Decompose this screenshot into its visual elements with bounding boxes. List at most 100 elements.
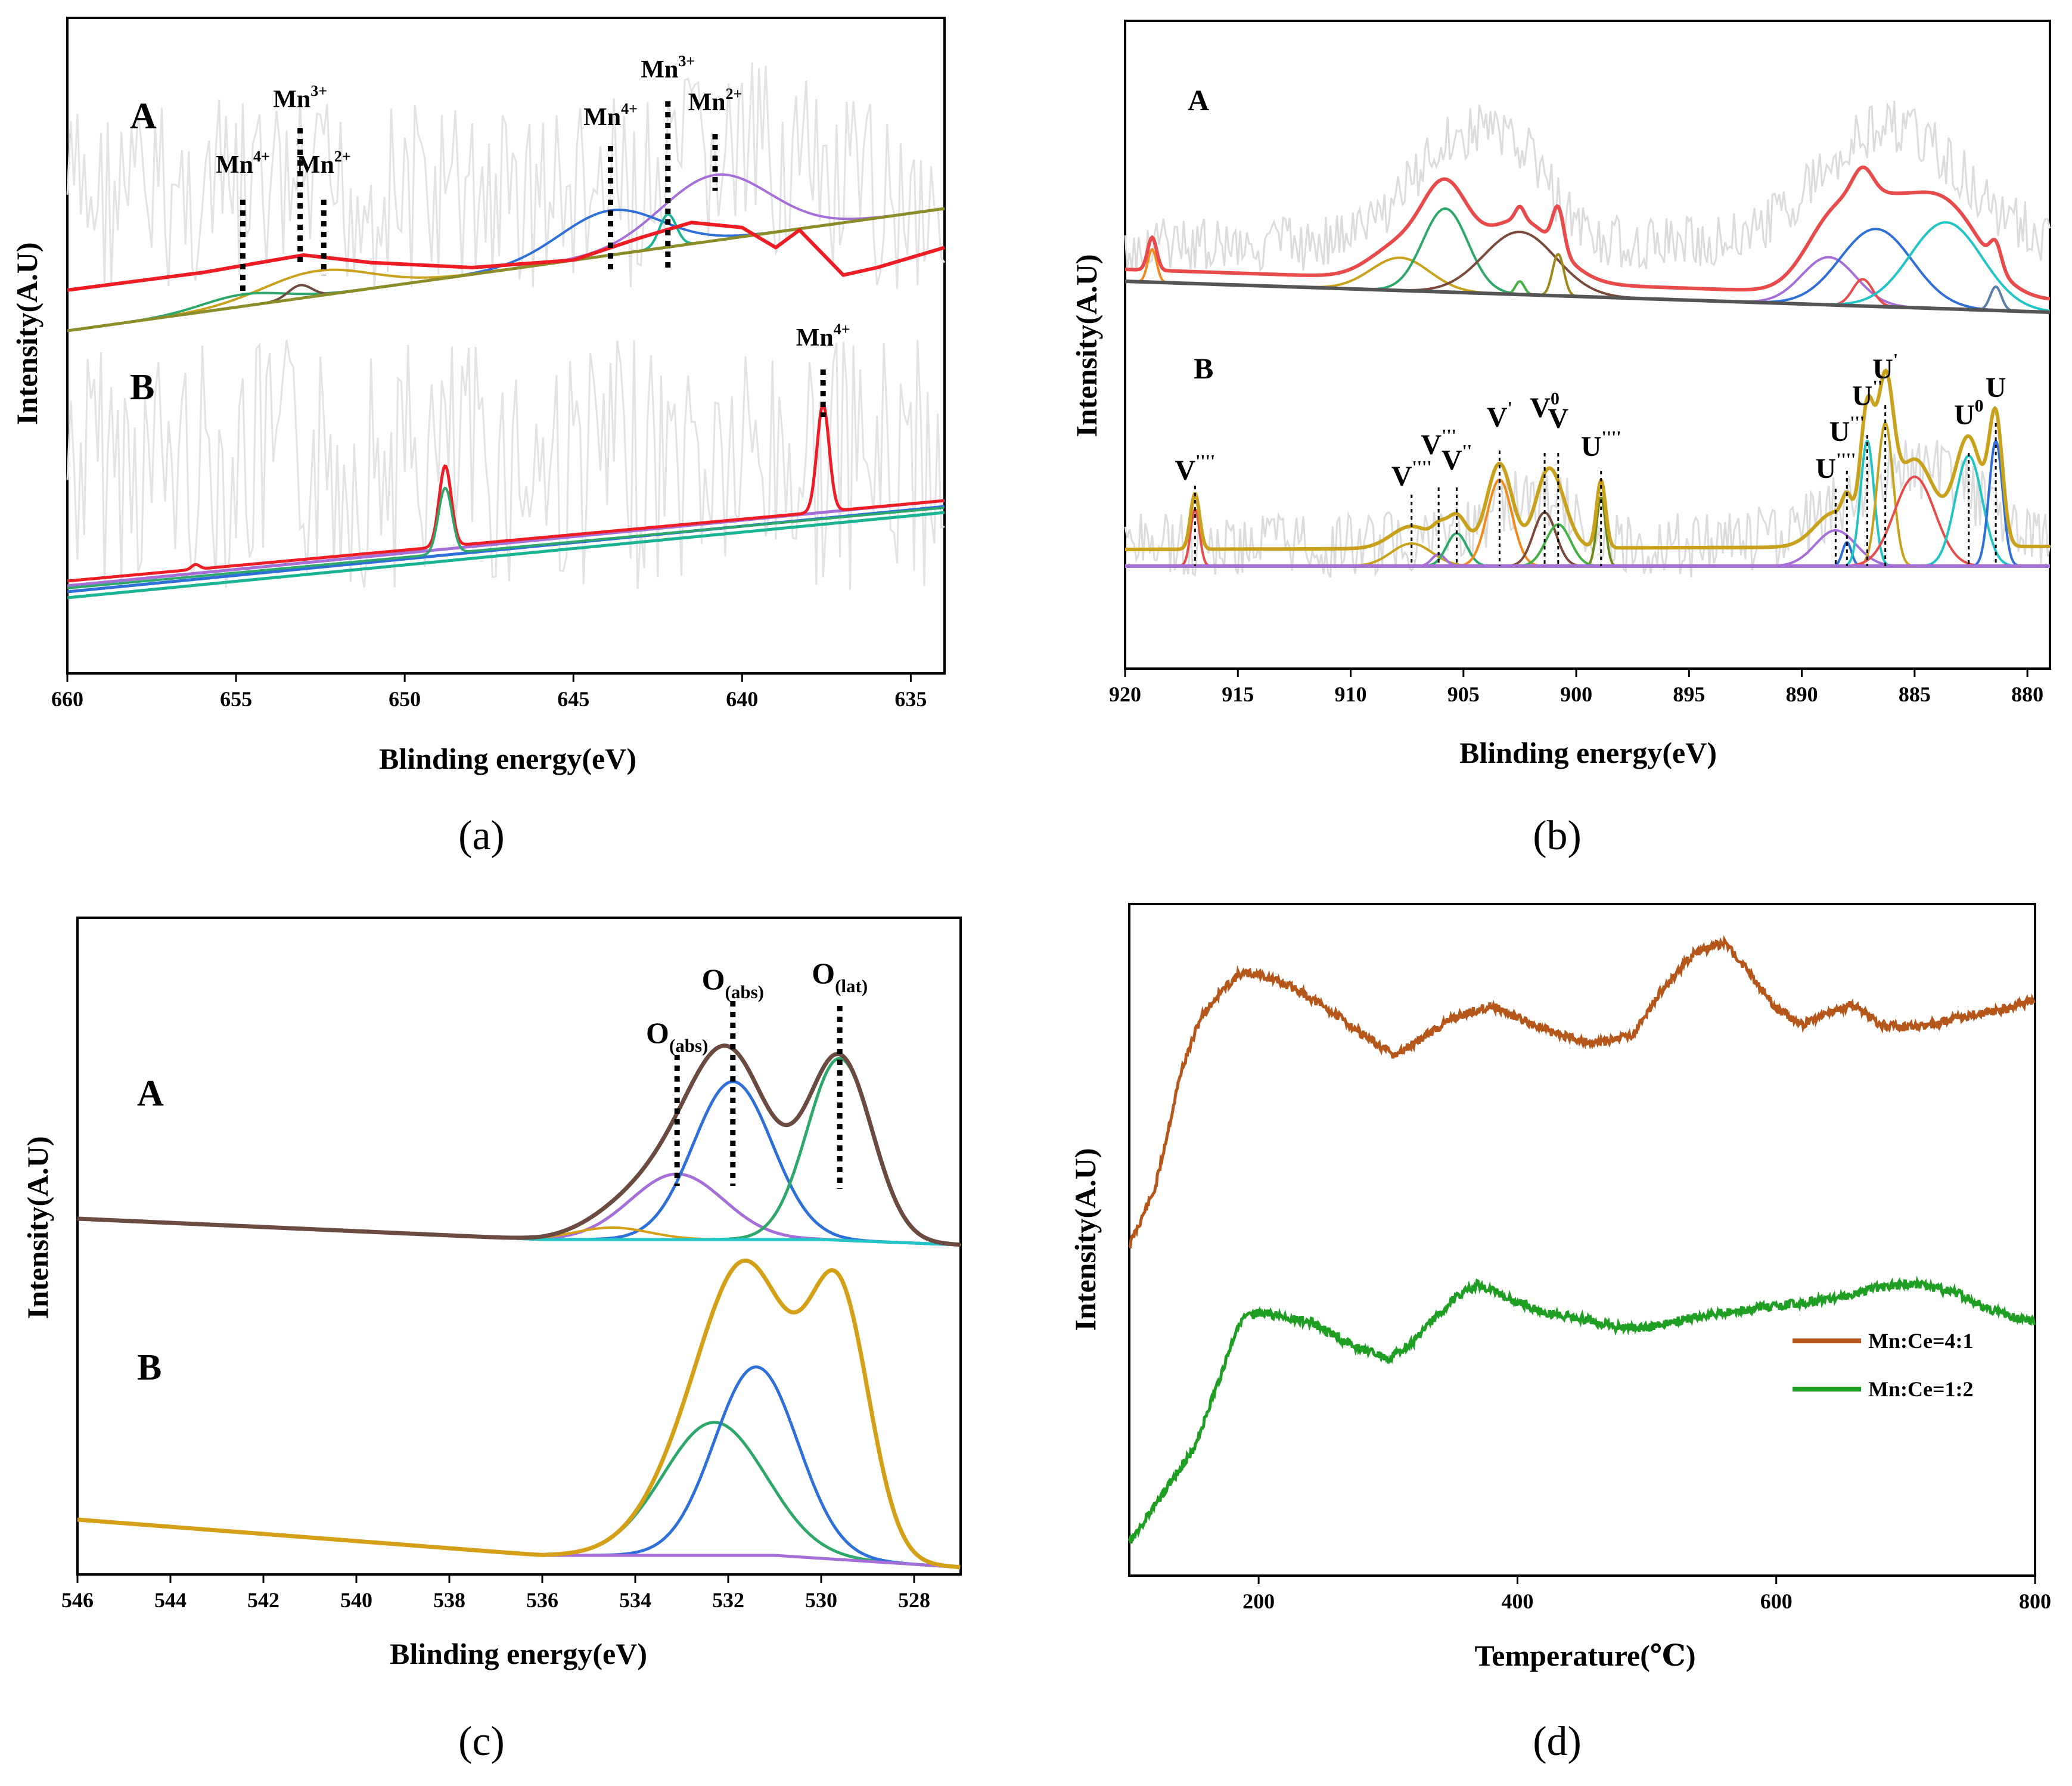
panel-b-A-fit-8 bbox=[1124, 228, 2051, 313]
panel-b-ann-label-7-sup: '''' bbox=[1602, 427, 1621, 447]
panel-b-ann-label-12-base: U bbox=[1954, 399, 1975, 431]
panel-c-xtick-label-0: 546 bbox=[61, 1588, 94, 1612]
panel-c-ann-label-2-base: O bbox=[812, 956, 835, 990]
panel-c-xtick-label-1: 544 bbox=[154, 1588, 187, 1612]
panel-b-ann-label-7: U'''' bbox=[1581, 427, 1621, 462]
panel-d-xtick-label-3: 800 bbox=[2019, 1589, 2051, 1613]
panel-b-ann-label-8-sup: '''' bbox=[1836, 449, 1856, 469]
panel-c-spectrum-A: A bbox=[137, 1073, 164, 1114]
panel-b-xtick-label-3: 905 bbox=[1447, 682, 1480, 706]
panel-a-baseline-A bbox=[67, 207, 945, 333]
panel-b-ann-label-1-base: V bbox=[1391, 461, 1412, 492]
panel-b-ann-label-3-sup: '' bbox=[1462, 441, 1473, 461]
panel-c-xtick-label-7: 532 bbox=[712, 1588, 744, 1612]
panel-b-A-baseline bbox=[1124, 279, 2051, 314]
panel-b-ann-label-2-sup: ''' bbox=[1442, 425, 1456, 445]
panel-b-ticks: 920 915 910 905 900 895 890 885 880 bbox=[1109, 669, 2043, 706]
panel-b-xtick-label-8: 880 bbox=[2011, 682, 2043, 706]
caption-a: (a) bbox=[458, 813, 505, 859]
panel-a-xlabel: Blinding energy(eV) bbox=[379, 742, 636, 775]
panel-b-ann-label-12-sup: 0 bbox=[1975, 396, 1984, 415]
panel-a-ann-label-2-base: Mn bbox=[297, 151, 334, 179]
panel-b-ann-label-1-sup: '''' bbox=[1412, 457, 1432, 477]
panel-b-ann-label-4: V' bbox=[1487, 398, 1512, 433]
panel-a-ann-label-1: Mn3+ bbox=[273, 82, 327, 113]
panel-b-ann-label-13-base: U bbox=[1986, 372, 2006, 403]
panel-b-ann-label-10-base: U bbox=[1852, 380, 1873, 412]
panel-b-ann-label-5-base: V bbox=[1530, 392, 1551, 424]
panel-b-ann-label-2-base: V bbox=[1421, 429, 1442, 461]
panel-a-ann-label-0: Mn4+ bbox=[216, 148, 270, 179]
panel-c-A-fit-0 bbox=[77, 1172, 961, 1247]
panel-d-legend: Mn:Ce=4:1 Mn:Ce=1:2 bbox=[1793, 1329, 1973, 1401]
panel-a-xtick-label-2: 650 bbox=[389, 687, 421, 711]
panel-d-xtick-label-2: 600 bbox=[1760, 1589, 1793, 1613]
panel-c-B-envelope bbox=[77, 1258, 961, 1570]
panel-b-ann-label-11-sup: ' bbox=[1893, 350, 1898, 369]
panel-a-ann-label-2-sup: 2+ bbox=[334, 148, 351, 165]
panel-b-ann-label-5-sup: 0 bbox=[1551, 389, 1560, 408]
panel-c-xtick-label-2: 542 bbox=[247, 1588, 279, 1612]
panel-b-spectrum-A: A bbox=[1188, 83, 1209, 117]
panel-b-ann-label-4-base: V bbox=[1487, 402, 1508, 433]
panel-d-series-2 bbox=[1127, 1275, 2036, 1544]
panel-a-raw-A bbox=[66, 62, 946, 290]
panel-a-xtick-label-3: 645 bbox=[557, 687, 589, 711]
panel-b-ann-label-9-sup: ''' bbox=[1850, 412, 1865, 432]
panel-c-ann-label-0-sub: (abs) bbox=[669, 1035, 708, 1056]
panel-b-annotations: V'''' V''''V'''V''V' V0VU''''U''''U'''U''U… bbox=[1175, 350, 2006, 566]
panel-a-ann-label-3: Mn4+ bbox=[583, 100, 638, 131]
panel-d-xtick-label-1: 400 bbox=[1501, 1589, 1533, 1613]
panel-b-ann-label-9-base: U bbox=[1829, 416, 1850, 448]
panel-b-ann-label-6: V bbox=[1548, 403, 1568, 434]
panel-b-xtick-label-4: 900 bbox=[1560, 682, 1592, 706]
panel-c-ann-label-0-base: O bbox=[646, 1016, 669, 1049]
panel-a-ticks: 660 655 650 645 640 635 bbox=[51, 673, 927, 711]
panel-b-xtick-label-2: 910 bbox=[1335, 682, 1367, 706]
panel-a-ylabel: Intensity(A.U) bbox=[10, 243, 44, 425]
panel-d-xtick-label-0: 200 bbox=[1242, 1589, 1275, 1613]
panel-b-raw-A bbox=[1124, 100, 2051, 272]
panel-c-xtick-label-6: 534 bbox=[619, 1588, 651, 1612]
panel-b: 920 915 910 905 900 895 890 885 880 V'''' V''''V'… bbox=[1070, 20, 2051, 859]
panel-c-ann-label-0: O(abs) bbox=[646, 1016, 708, 1056]
panel-a-ann-label-6-sup: 4+ bbox=[834, 321, 850, 338]
panel-d-xlabel: Temperature(℃) bbox=[1475, 1639, 1696, 1672]
panel-c-ann-label-2-sub: (lat) bbox=[835, 976, 868, 996]
panel-c-A-fit-1 bbox=[77, 1080, 961, 1247]
panel-c-A-fit-2 bbox=[77, 1057, 961, 1247]
panel-a-curves bbox=[67, 173, 945, 600]
panel-a-spectrum-B: B bbox=[130, 367, 154, 408]
panel-a-frame bbox=[66, 17, 946, 675]
panel-b-ann-label-11-base: U bbox=[1872, 353, 1893, 385]
panel-c-A-envelope bbox=[77, 1043, 961, 1247]
panel-d: 200 400 600 800 Mn:Ce=4:1 Mn:Ce=1:2 Tempera… bbox=[1068, 903, 2051, 1765]
panel-d-frame bbox=[1128, 903, 2036, 1577]
panel-c-xtick-label-5: 536 bbox=[526, 1588, 558, 1612]
panel-b-raw-noise bbox=[1124, 100, 2051, 578]
panel-b-ann-label-9: U''' bbox=[1829, 412, 1865, 448]
panel-b-ann-label-10: U'' bbox=[1852, 377, 1882, 412]
panel-c-xtick-label-9: 528 bbox=[898, 1588, 930, 1612]
panel-c-xtick-label-3: 540 bbox=[340, 1588, 372, 1612]
panel-a-ann-label-1-sup: 3+ bbox=[310, 82, 327, 100]
panel-c-xtick-label-8: 530 bbox=[805, 1588, 837, 1612]
panel-d-ylabel: Intensity(A.U) bbox=[1068, 1148, 1102, 1331]
panel-a-ann-label-5: Mn2+ bbox=[688, 85, 743, 116]
panel-a-annotations: Mn4+Mn3+Mn2+Mn4+Mn3+Mn2+Mn4+ bbox=[216, 52, 850, 417]
panel-c-ann-label-1-base: O bbox=[702, 962, 725, 996]
legend-label-series-2: Mn:Ce=1:2 bbox=[1868, 1377, 1973, 1401]
panel-b-B-envelope bbox=[1125, 368, 2050, 551]
caption-b: (b) bbox=[1533, 813, 1582, 859]
panel-a-xtick-label-1: 655 bbox=[220, 687, 252, 711]
panel-c-ann-label-1-sub: (abs) bbox=[725, 981, 764, 1002]
panel-a-ann-label-3-sup: 4+ bbox=[621, 100, 638, 117]
panel-a-ann-label-0-base: Mn bbox=[216, 151, 253, 179]
panel-b-ann-label-0-base: V bbox=[1175, 455, 1195, 486]
panel-a-fit-B-648 bbox=[67, 486, 945, 589]
panel-a-envelope-A bbox=[67, 220, 945, 292]
panel-b-spectrum-B: B bbox=[1194, 352, 1213, 385]
panel-b-frame bbox=[1124, 20, 2051, 670]
panel-c-xtick-label-4: 538 bbox=[433, 1588, 465, 1612]
panel-c-ylabel: Intensity(A.U) bbox=[21, 1136, 54, 1319]
